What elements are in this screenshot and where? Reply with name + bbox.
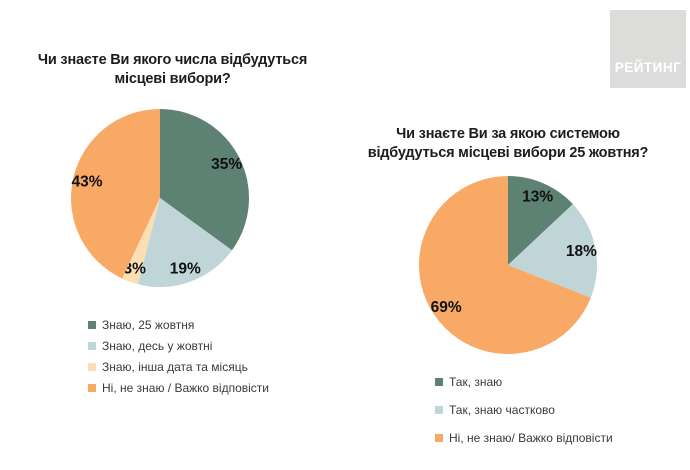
legend-marker (88, 321, 96, 329)
legend-item: Знаю, інша дата та місяць (88, 360, 269, 374)
pie-value-label: 35% (211, 156, 242, 173)
pie-value-label: 69% (431, 299, 462, 316)
pie-chart-right: 13% 18% 69% (418, 176, 597, 354)
chart-title-right: Чи знаєте Ви за якою системою відбудутьс… (353, 125, 663, 163)
legend-label: Знаю, десь у жовтні (102, 339, 213, 353)
legend-label: Так, знаю частково (449, 403, 555, 417)
legend-marker (88, 363, 96, 371)
legend-item: Ні, не знаю / Важко відповісти (88, 381, 269, 395)
pie-slice (137, 198, 232, 287)
pie-value-label: 18% (566, 243, 597, 260)
legend-right: Так, знаю Так, знаю частково Ні, не знаю/ … (435, 375, 613, 459)
legend-marker (435, 406, 443, 414)
legend-item: Знаю, 25 жовтня (88, 318, 269, 332)
pie-slice (418, 176, 591, 354)
pie-value-label: 43% (71, 174, 102, 191)
legend-left: Знаю, 25 жовтня Знаю, десь у жовтні Знаю, … (88, 318, 269, 402)
pie-value-label: 13% (522, 188, 553, 205)
legend-label: Так, знаю (449, 375, 503, 389)
legend-label: Знаю, 25 жовтня (102, 318, 195, 332)
legend-marker (435, 378, 443, 386)
rating-logo-text: РЕЙТИНГ (614, 60, 682, 75)
legend-marker (88, 342, 96, 350)
pie-slice (71, 109, 160, 279)
pie-chart-left: 35% 19% 3% 43% (71, 109, 249, 287)
chart-title-left: Чи знаєте Ви якого числа відбудуться міс… (20, 51, 325, 89)
pie-slice (122, 198, 160, 285)
legend-label: Ні, не знаю / Важко відповісти (102, 381, 269, 395)
legend-label: Ні, не знаю/ Важко відповісти (449, 431, 613, 445)
pie-slice (508, 176, 573, 265)
chart-title-line: місцеві вибори? (114, 71, 231, 87)
rating-group-logo: РЕЙТИНГ (610, 10, 686, 88)
pie-value-label: 3% (123, 260, 146, 277)
legend-item: Ні, не знаю/ Важко відповісти (435, 431, 613, 445)
legend-item: Так, знаю (435, 375, 613, 389)
pie-slice (160, 109, 249, 251)
legend-item: Так, знаю частково (435, 403, 613, 417)
chart-title-line: Чи знаєте Ви якого числа відбудуться (37, 52, 308, 68)
legend-marker (435, 434, 443, 442)
legend-label: Знаю, інша дата та місяць (102, 360, 248, 374)
pie-slice (508, 204, 597, 298)
legend-marker (88, 384, 96, 392)
chart-title-line: відбудуться місцеві вибори 25 жовтня? (367, 145, 649, 161)
pie-value-label: 19% (170, 260, 201, 277)
legend-item: Знаю, десь у жовтні (88, 339, 269, 353)
chart-title-line: Чи знаєте Ви за якою системою (396, 126, 620, 142)
